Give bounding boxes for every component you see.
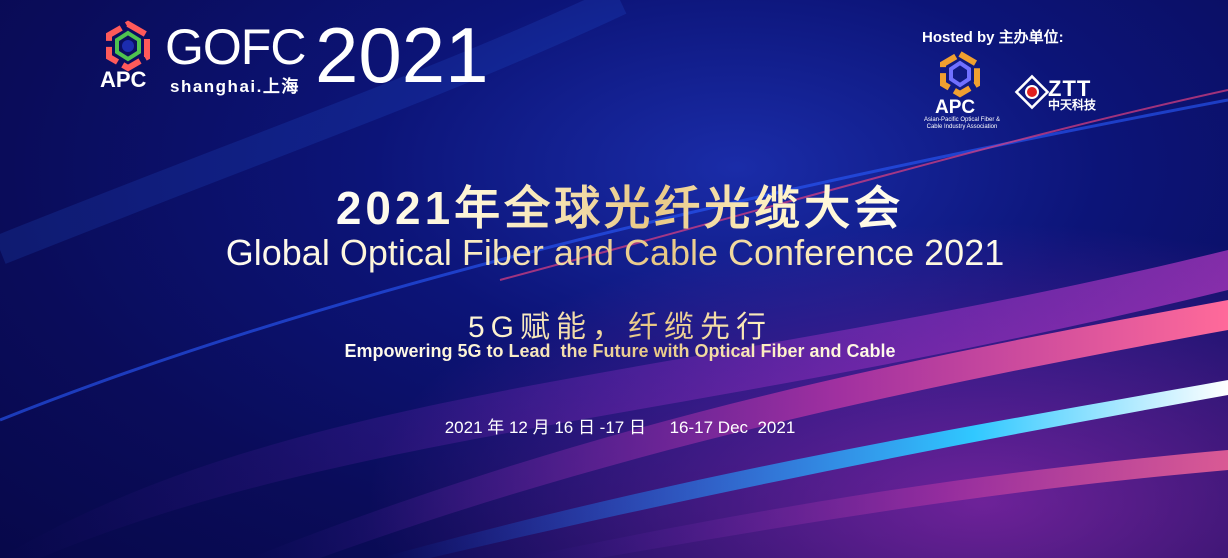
title-chinese: 2021年全球光纤光缆大会 <box>300 172 940 238</box>
purple-streak <box>0 250 1228 558</box>
apc-logo-right <box>940 50 980 98</box>
cyan-streak <box>380 380 1228 558</box>
hosted-by-label: Hosted by 主办单位: <box>922 29 1064 46</box>
gofc-wordmark: GOFC <box>165 19 306 75</box>
slogan-chinese: 5G赋能，纤缆先行 <box>300 302 940 346</box>
host-ztt-label: ZTT <box>1048 76 1092 101</box>
host-ztt-cn-label: 中天科技 <box>1048 98 1097 112</box>
slogan-english: Empowering 5G to Lead the Future with Op… <box>300 341 940 362</box>
logo-city: shanghai.上海 <box>170 77 300 96</box>
logo-year: 2021 <box>315 11 489 99</box>
event-date: 2021 年 12 月 16 日 -17 日 16-17 Dec 2021 <box>444 418 796 437</box>
ztt-logo-icon <box>1014 74 1050 110</box>
host-apc-label: APC <box>935 97 976 118</box>
host-apc-full-name: Asian-Pacific Optical Fiber & Cable Indu… <box>923 117 1001 130</box>
title-english: Global Optical Fiber and Cable Conferenc… <box>150 232 1080 274</box>
pink-streak <box>250 300 1228 558</box>
apc-logo-left <box>106 20 150 72</box>
apc-label: APC <box>100 67 147 92</box>
